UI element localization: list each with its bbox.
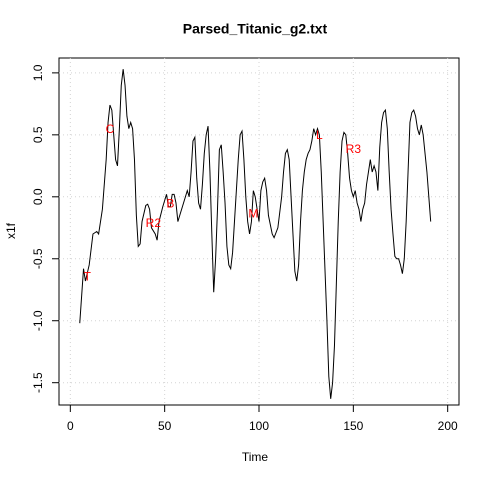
- x-tick-label: 0: [67, 419, 74, 433]
- annotation: C: [106, 122, 115, 136]
- x-axis-label: Time: [242, 450, 269, 464]
- x-tick-label: 50: [158, 419, 172, 433]
- y-tick-label: -1.5: [31, 372, 45, 393]
- y-tick-label: -1.0: [31, 310, 45, 331]
- y-axis-label: x1f: [4, 222, 18, 239]
- annotation: B: [166, 196, 174, 210]
- annotation: R2: [146, 216, 162, 230]
- x-tick-label: 150: [343, 419, 363, 433]
- chart-title: Parsed_Titanic_g2.txt: [183, 21, 328, 37]
- line: [79, 69, 432, 399]
- x-tick-label: 100: [249, 419, 269, 433]
- y-tick-label: 1.0: [31, 64, 45, 81]
- annotation: T: [84, 270, 92, 284]
- y-tick-label: 0.5: [31, 126, 45, 143]
- annotation: M: [248, 206, 258, 220]
- x-tick-label: 200: [438, 419, 458, 433]
- annotation: L: [316, 128, 323, 142]
- y-tick-label: -0.5: [31, 248, 45, 269]
- annotation: R3: [346, 142, 362, 156]
- y-tick-label: 0.0: [31, 188, 45, 205]
